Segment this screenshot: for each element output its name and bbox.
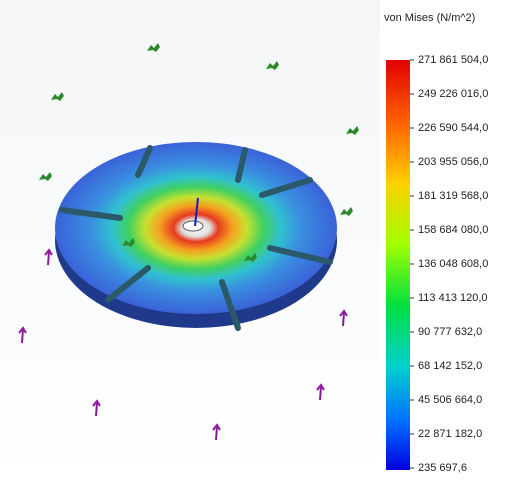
legend-label: 203 955 056,0 bbox=[418, 156, 488, 168]
legend-label: 68 142 152,0 bbox=[418, 360, 482, 372]
color-bar bbox=[386, 60, 410, 470]
legend-label: 249 226 016,0 bbox=[418, 88, 488, 100]
model-view: von Mises (N/m^2) 271 861 504,0 249 226 0… bbox=[0, 0, 508, 481]
legend-label: 271 861 504,0 bbox=[418, 54, 488, 66]
legend-label: 90 777 632,0 bbox=[418, 326, 482, 338]
legend-label: 22 871 182,0 bbox=[418, 428, 482, 440]
legend-label: 235 697,6 bbox=[418, 462, 467, 474]
legend-label: 226 590 544,0 bbox=[418, 122, 488, 134]
legend-title: von Mises (N/m^2) bbox=[384, 12, 475, 24]
legend-label: 158 684 080,0 bbox=[418, 224, 488, 236]
viewport: von Mises (N/m^2) 271 861 504,0 249 226 0… bbox=[0, 0, 508, 481]
legend-label: 45 506 664,0 bbox=[418, 394, 482, 406]
center-hole bbox=[183, 221, 203, 231]
legend-label: 136 048 608,0 bbox=[418, 258, 488, 270]
legend-label: 113 413 120,0 bbox=[418, 292, 488, 304]
legend-label: 181 319 568,0 bbox=[418, 190, 488, 202]
